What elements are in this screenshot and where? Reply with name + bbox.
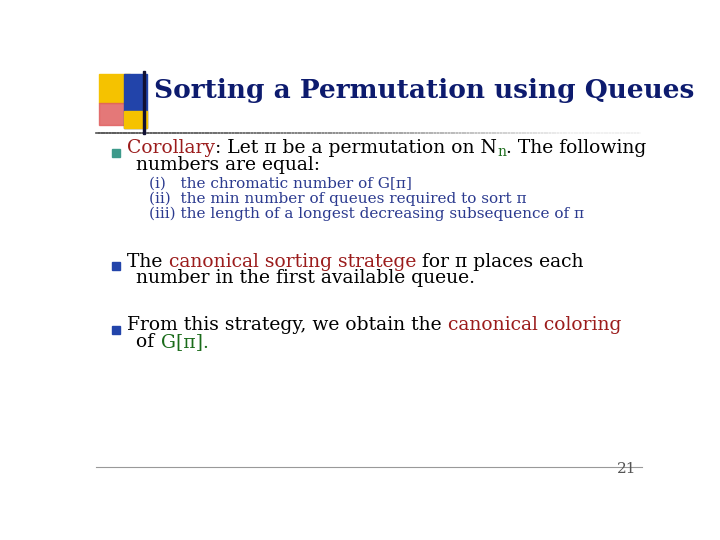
Text: G[π].: G[π]. xyxy=(161,333,209,352)
Text: (ii)  the min number of queues required to sort π: (ii) the min number of queues required t… xyxy=(149,191,526,206)
Bar xyxy=(99,74,130,103)
Bar xyxy=(112,148,120,157)
Bar xyxy=(112,262,120,271)
Bar xyxy=(112,326,120,334)
Text: From this strategy, we obtain the: From this strategy, we obtain the xyxy=(127,316,448,334)
Text: n: n xyxy=(497,145,506,159)
Text: for π places each: for π places each xyxy=(416,253,583,271)
Text: of: of xyxy=(137,333,161,352)
Bar xyxy=(124,74,148,128)
Text: 21: 21 xyxy=(617,462,636,476)
Bar xyxy=(124,111,148,128)
Text: The: The xyxy=(127,253,168,271)
Text: (iii) the length of a longest decreasing subsequence of π: (iii) the length of a longest decreasing… xyxy=(149,207,584,221)
Text: Corollary: Corollary xyxy=(127,139,215,157)
Text: canonical sorting stratege: canonical sorting stratege xyxy=(168,253,416,271)
Text: : Let π be a permutation on N: : Let π be a permutation on N xyxy=(215,139,497,157)
Text: number in the first available queue.: number in the first available queue. xyxy=(137,269,475,287)
Text: numbers are equal:: numbers are equal: xyxy=(137,156,320,174)
Bar xyxy=(99,103,130,125)
Bar xyxy=(143,71,145,134)
Text: Sorting a Permutation using Queues: Sorting a Permutation using Queues xyxy=(153,78,694,103)
Text: (i)   the chromatic number of G[π]: (i) the chromatic number of G[π] xyxy=(149,176,412,190)
Text: canonical coloring: canonical coloring xyxy=(448,316,621,334)
Text: . The following: . The following xyxy=(506,139,647,157)
